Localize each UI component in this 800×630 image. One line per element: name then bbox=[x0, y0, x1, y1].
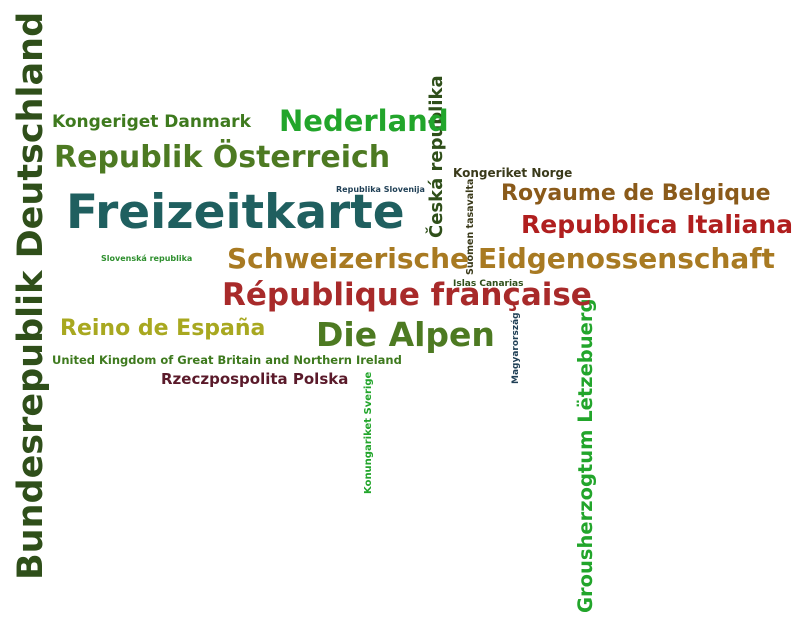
word-eidgenossenschaft: Eidgenossenschaft bbox=[478, 242, 775, 275]
word-islas-canarias: Islas Canarias bbox=[453, 279, 524, 289]
word-grousherzogtum-letzebuerg: Grousherzogtum Lëtzebuerg bbox=[574, 298, 597, 613]
word-kongeriket-norge: Kongeriket Norge bbox=[453, 166, 573, 180]
word-republika-slovenija: Republika Slovenija bbox=[336, 185, 425, 194]
word-repubblica-italiana: Repubblica Italiana bbox=[521, 210, 794, 239]
word-ceska-republika: Česká republika bbox=[426, 75, 447, 238]
word-republik-osterreich: Republik Österreich bbox=[54, 140, 391, 175]
word-royaume-de-belgique: Royaume de Belgique bbox=[501, 181, 771, 206]
word-freizeitkarte: Freizeitkarte bbox=[66, 185, 405, 240]
word-slovenska-republika: Slovenská republika bbox=[101, 254, 193, 263]
word-kongeriget-danmark: Kongeriget Danmark bbox=[52, 112, 251, 132]
word-konungariket-sverige: Konungariket Sverige bbox=[363, 371, 374, 494]
word-united-kingdom: United Kingdom of Great Britain and Nort… bbox=[52, 353, 402, 367]
word-bundesrepublik-deutschland: Bundesrepublik Deutschland bbox=[11, 11, 51, 580]
word-reino-de-espana: Reino de España bbox=[60, 316, 266, 341]
word-magyarorszag: Magyarország bbox=[511, 312, 521, 384]
word-nederland: Nederland bbox=[279, 104, 449, 138]
word-rzeczpospolita-polska: Rzeczpospolita Polska bbox=[161, 370, 349, 388]
word-schweizerische: Schweizerische bbox=[227, 242, 470, 275]
word-die-alpen: Die Alpen bbox=[316, 315, 495, 354]
word-republique-francaise: République française bbox=[222, 277, 592, 313]
